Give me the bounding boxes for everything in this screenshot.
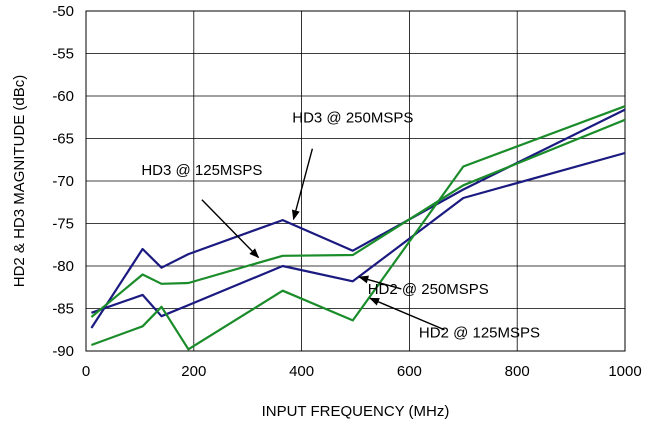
y-tick-label: -70: [52, 173, 74, 190]
series-line-hd3-125msps: [90, 118, 626, 318]
annotation-arrow-hd3-125msps: [201, 199, 260, 259]
y-tick-label: -55: [52, 46, 74, 63]
series-layer: [90, 105, 626, 351]
y-axis-label: HD2 & HD3 MAGNITUDE (dBc): [11, 75, 28, 288]
y-tick-label: -65: [52, 131, 74, 148]
x-tick-label: 1000: [608, 363, 641, 380]
y-tick-label: -80: [52, 258, 74, 275]
x-tick-label: 200: [181, 363, 206, 380]
annotation-arrow-hd2-250msps: [358, 275, 402, 290]
x-tick-label: 0: [82, 363, 90, 380]
y-tick-label: -75: [52, 216, 74, 233]
x-tick-label: 400: [289, 363, 314, 380]
annotations: HD3 @ 250MSPS HD3 @ 125MSPS HD2 @ 250MSPS H…: [141, 109, 540, 341]
x-axis-label: INPUT FREQUENCY (MHz): [262, 403, 450, 420]
series-line-hd3-250msps: [90, 108, 626, 329]
annotation-label-hd2-250msps: HD2 @ 250MSPS: [368, 281, 489, 298]
grid: [85, 10, 626, 352]
annotation-arrow-hd3-250msps: [291, 148, 314, 221]
annotation-arrow-hd2-125msps: [369, 297, 445, 331]
annotation-label-hd2-125msps: HD2 @ 125MSPS: [419, 324, 540, 341]
plot-frame: [85, 10, 626, 352]
x-tick-label: 800: [505, 363, 530, 380]
annotation-label-hd3-250msps: HD3 @ 250MSPS: [292, 109, 413, 126]
series-line-hd2-250msps: [91, 151, 626, 318]
x-tick-label: 600: [397, 363, 422, 380]
y-tick-label: -85: [52, 301, 74, 318]
y-tick-label: -90: [52, 343, 74, 360]
annotation-label-hd3-125msps: HD3 @ 125MSPS: [141, 162, 262, 179]
tick-labels: 0 200 400 600 800 1000 -50 -55 -60 -65 -70 -75 -80 -8…: [52, 3, 641, 380]
y-tick-label: -50: [52, 3, 74, 20]
y-tick-label: -60: [52, 88, 74, 105]
series-line-hd2-125msps: [91, 105, 626, 351]
